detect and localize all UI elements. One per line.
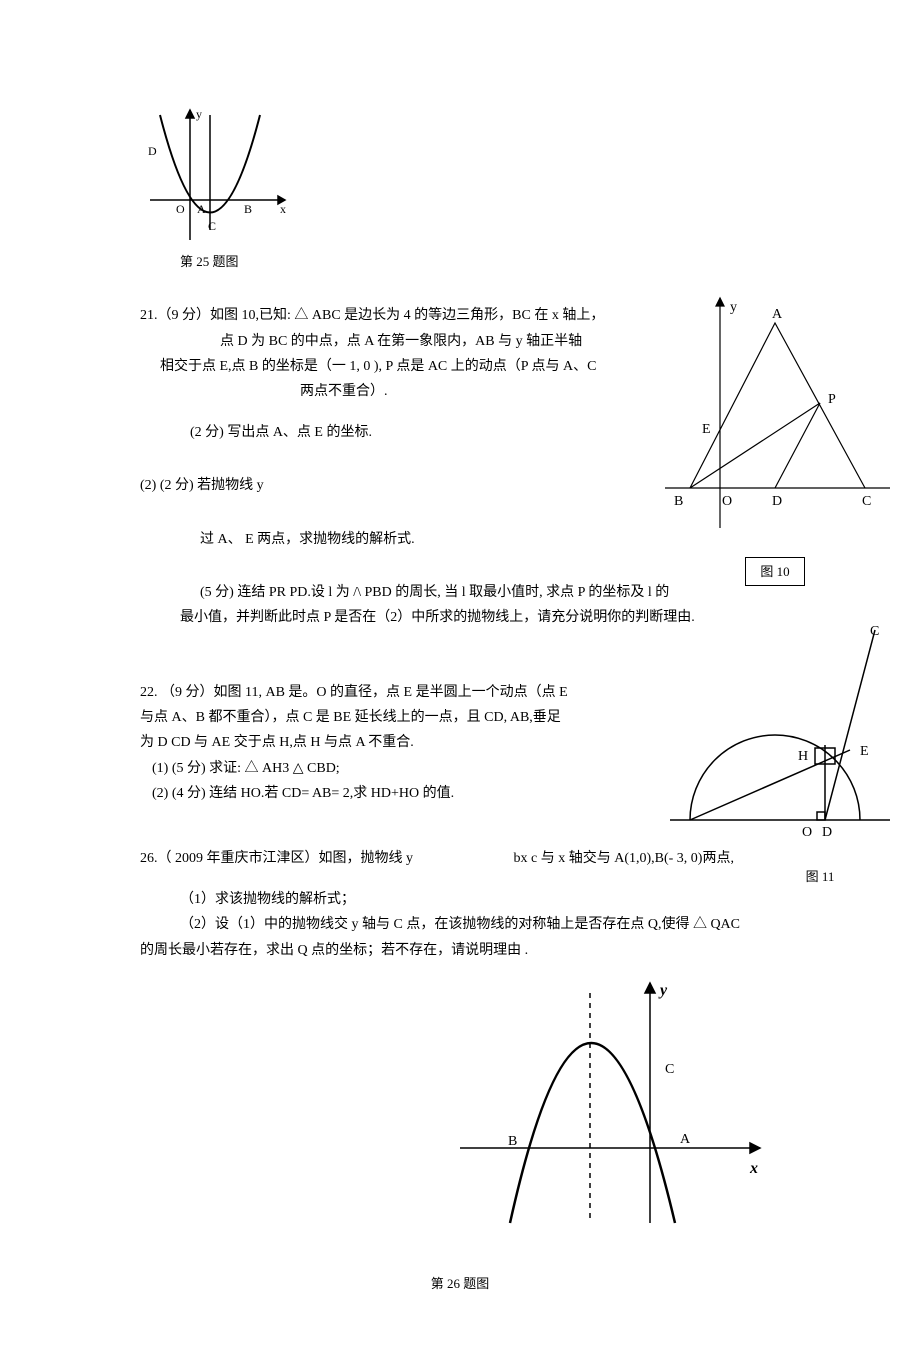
q26-line2: （1）求该抛物线的解析式；	[140, 887, 780, 912]
q21-part2-mid: 若抛物线 y	[197, 478, 264, 493]
fig11-D: D	[822, 825, 832, 840]
question-22: 22. （9 分）如图 11, AB 是。O 的直径，点 E 是半圆上一个动点（…	[140, 680, 780, 806]
figure-11-svg: C E H O D	[660, 620, 900, 850]
fig26-y: y	[658, 982, 668, 999]
fig26-A: A	[680, 1132, 691, 1147]
q21-part1: (2 分) 写出点 A、点 E 的坐标.	[140, 420, 610, 445]
figure-25-caption: 第 25 题图	[180, 250, 780, 273]
fig26-B: B	[508, 1134, 517, 1149]
figure-25: y D O A B x C 第 25 题图	[140, 100, 780, 273]
q21-part3b: 最小值，并判断此时点 P 是否在（2）中所求的抛物线上，请充分说明你的判断理由.	[140, 605, 720, 630]
q21-part2-end: 过 A、 E 两点，求抛物线的解析式.	[140, 527, 610, 552]
q22-part2: (2) (4 分) 连结 HO.若 CD= AB= 2,求 HD+HO 的值.	[140, 781, 640, 806]
figure-25-svg: y D O A B x C	[140, 100, 300, 250]
fig10-P: P	[828, 392, 836, 407]
q22-part1: (1) (5 分) 求证: △ AH3 △ CBD;	[140, 756, 640, 781]
fig26-x: x	[749, 1160, 758, 1177]
fig10-E: E	[702, 422, 711, 437]
fig10-y: y	[730, 300, 737, 315]
q22-line2: 与点 A、B 都不重合），点 C 是 BE 延长线上的一点，且 CD, AB,垂…	[140, 705, 640, 730]
fig10-A: A	[772, 307, 783, 322]
fig10-D: D	[772, 494, 782, 509]
q26-line1a: 26.（ 2009 年重庆市江津区）如图，抛物线 y	[140, 846, 510, 871]
figure-26: y x A B C	[450, 973, 780, 1242]
question-26: 26.（ 2009 年重庆市江津区）如图，抛物线 y bx c 与 x 轴交与 …	[140, 846, 780, 1295]
q21-line4: 两点不重合）.	[140, 379, 610, 404]
fig11-O: O	[802, 825, 812, 840]
fig25-C-label: C	[208, 219, 216, 233]
q21-line2: 点 D 为 BC 的中点，点 A 在第一象限内，AB 与 y 轴正半轴	[140, 329, 610, 354]
figure-10-caption: 图 10	[745, 557, 804, 586]
fig25-O-label: O	[176, 202, 185, 216]
question-21: 21.（9 分）如图 10,已知: △ ABC 是边长为 4 的等边三角形，BC…	[140, 303, 780, 630]
fig11-E: E	[860, 744, 869, 759]
fig25-x-label: x	[280, 202, 286, 216]
q26-line3: （2）设（1）中的抛物线交 y 轴与 C 点，在该抛物线的对称轴上是否存在点 Q…	[140, 912, 800, 937]
figure-26-caption: 第 26 题图	[140, 1272, 780, 1295]
figure-10-svg: y A P E B O D C	[650, 293, 900, 543]
q26-line4: 的周长最小若存在，求出 Q 点的坐标；若不存在，请说明理由 .	[140, 938, 780, 963]
fig11-C: C	[870, 624, 879, 639]
figure-26-svg: y x A B C	[450, 973, 780, 1233]
q22-line3: 为 D CD 与 AE 交于点 H,点 H 与点 A 不重合.	[140, 730, 640, 755]
fig11-H: H	[798, 749, 808, 764]
q21-part2-prefix: (2) (2 分)	[140, 478, 194, 493]
fig26-C: C	[665, 1062, 674, 1077]
fig25-A-label: A	[197, 202, 206, 216]
figure-10: y A P E B O D C 图 10	[650, 293, 900, 586]
fig25-D-label: D	[148, 144, 157, 158]
q21-line1: 21.（9 分）如图 10,已知: △ ABC 是边长为 4 的等边三角形，BC…	[140, 303, 610, 328]
fig10-C: C	[862, 494, 871, 509]
fig10-O: O	[722, 494, 732, 509]
q21-line3: 相交于点 E,点 B 的坐标是（一 1, 0 ), P 点是 AC 上的动点（P…	[140, 354, 610, 379]
fig25-B-label: B	[244, 202, 252, 216]
q22-line1: 22. （9 分）如图 11, AB 是。O 的直径，点 E 是半圆上一个动点（…	[140, 680, 640, 705]
fig10-B: B	[674, 494, 683, 509]
q26-line1b: bx c 与 x 轴交与 A(1,0),B(- 3, 0)两点,	[514, 851, 734, 866]
fig25-y-label: y	[196, 107, 202, 121]
q21-part3a: (5 分) 连结 PR PD.设 l 为 /\ PBD 的周长, 当 l 取最小…	[140, 580, 700, 605]
